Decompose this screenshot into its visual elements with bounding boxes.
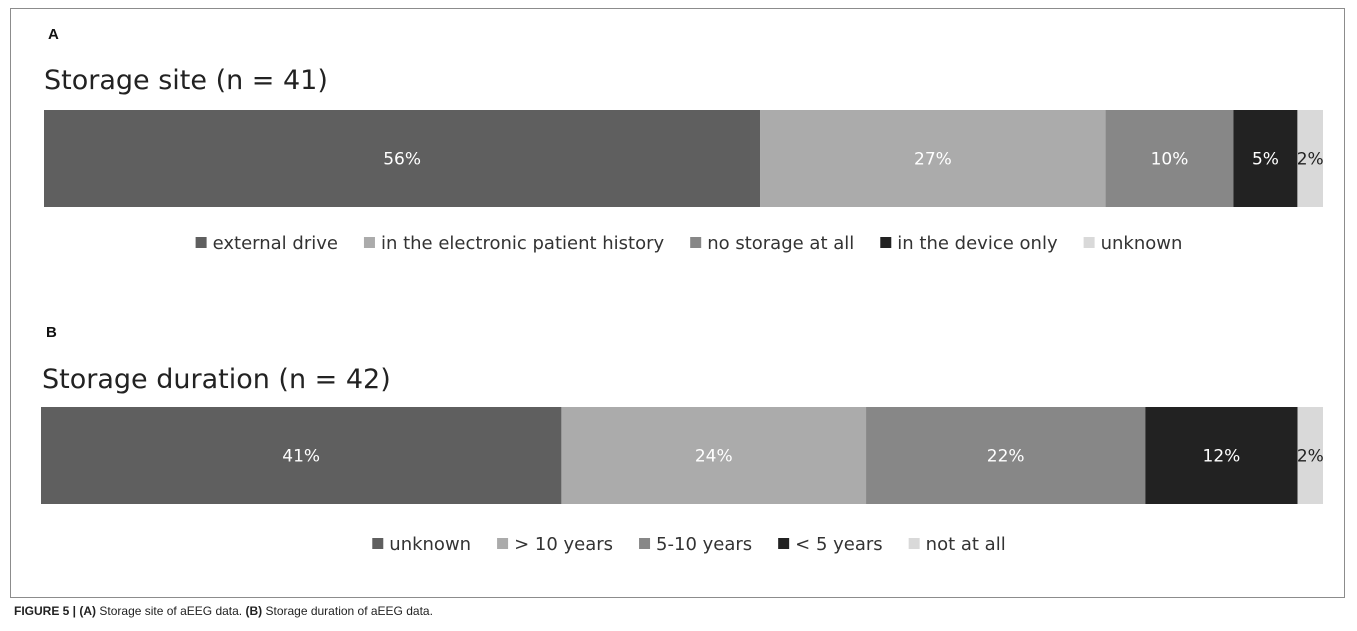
bar-label-a-1: 27% [914,150,952,170]
legend-swatch-b-4 [908,538,920,549]
figure-frame [10,8,1345,598]
caption-part-a-text: Storage site of aEEG data. [96,604,246,618]
panel-letter-a: A [48,26,59,43]
legend-label-a-2: no storage at all [707,233,854,254]
figure-chart: A Storage site (n = 41) 56% 27% 10% 5% 2% ex… [41,26,1324,555]
legend-label-b-0: unknown [389,534,471,555]
legend-label-b-3: < 5 years [795,534,883,555]
legend-a: external drive in the electronic patient … [195,233,1183,254]
bar-label-b-4: 2% [1297,447,1324,467]
bar-segment-b-1 [561,407,867,504]
legend-label-b-4: not at all [926,534,1006,555]
bar-label-b-3: 12% [1203,447,1241,467]
bar-segment-a-4 [1297,110,1323,207]
bar-segment-b-0 [41,407,562,504]
legend-swatch-a-1 [363,237,375,248]
bar-label-a-3: 5% [1252,150,1279,170]
stacked-bar-b: 41% 24% 22% 12% 2% [41,407,1324,504]
caption-prefix: FIGURE 5 | [14,604,80,618]
bar-label-a-0: 56% [383,150,421,170]
legend-swatch-b-3 [778,538,790,549]
bar-segment-b-2 [866,407,1146,504]
bar-label-b-1: 24% [695,447,733,467]
legend-swatch-a-3 [880,237,892,248]
legend-label-a-4: unknown [1101,233,1183,254]
bar-label-b-2: 22% [987,447,1025,467]
legend-label-a-1: in the electronic patient history [381,233,665,254]
panel-letter-b: B [46,324,57,341]
legend-label-b-1: > 10 years [514,534,613,555]
bar-segment-a-1 [760,110,1106,207]
bar-segment-a-2 [1105,110,1234,207]
chart-title-a: Storage site (n = 41) [44,65,328,96]
figure-caption: FIGURE 5 | (A) Storage site of aEEG data… [14,604,433,618]
legend-label-a-0: external drive [213,233,338,254]
legend-swatch-a-0 [195,237,207,248]
bar-segment-b-3 [1145,407,1298,504]
caption-part-a-tag: (A) [79,604,97,618]
legend-swatch-a-4 [1083,237,1095,248]
legend-swatch-a-2 [690,237,702,248]
caption-part-b-tag: (B) [245,604,263,618]
chart-title-b: Storage duration (n = 42) [42,364,391,395]
bar-segment-a-0 [44,110,761,207]
bar-label-a-4: 2% [1297,150,1324,170]
caption-part-b-text: Storage duration of aEEG data. [262,604,433,618]
stacked-bar-a: 56% 27% 10% 5% 2% [44,110,1324,207]
legend-label-b-2: 5-10 years [656,534,752,555]
bar-label-a-2: 10% [1151,150,1189,170]
bar-label-b-0: 41% [282,447,320,467]
legend-swatch-b-2 [639,538,651,549]
bar-segment-a-3 [1233,110,1298,207]
legend-label-a-3: in the device only [897,233,1058,254]
bar-segment-b-4 [1297,407,1323,504]
legend-b: unknown > 10 years 5-10 years < 5 years not … [372,534,1006,555]
legend-swatch-b-0 [372,538,384,549]
legend-swatch-b-1 [497,538,509,549]
